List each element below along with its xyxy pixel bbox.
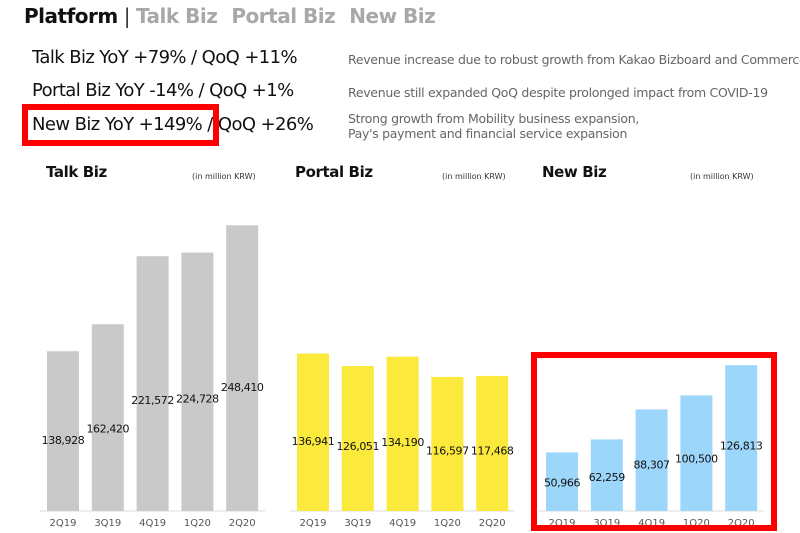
tick-label: 1Q20 bbox=[683, 518, 710, 529]
tick-label: 2Q20 bbox=[479, 518, 506, 529]
data-label: 50,966 bbox=[544, 476, 580, 489]
chart-title-talk: Talk Biz bbox=[46, 163, 107, 181]
data-label: 134,190 bbox=[381, 436, 424, 449]
data-label: 126,051 bbox=[336, 440, 379, 453]
bar bbox=[386, 356, 419, 511]
bar bbox=[725, 365, 758, 511]
data-label: 126,813 bbox=[720, 440, 763, 453]
tick-label: 3Q19 bbox=[593, 518, 620, 529]
kpi-portal-biz: Portal Biz YoY -14% / QoQ +1% bbox=[32, 80, 294, 101]
bar bbox=[635, 409, 668, 511]
desc-new-biz-2: Pay's payment and financial service expa… bbox=[348, 126, 628, 141]
chart-unit-talk: (in million KRW) bbox=[192, 172, 256, 181]
tab-new-biz: New Biz bbox=[349, 4, 436, 28]
bar bbox=[136, 256, 169, 511]
data-label: 136,941 bbox=[292, 435, 335, 448]
data-label: 224,728 bbox=[176, 392, 219, 405]
bar bbox=[297, 353, 329, 511]
bar bbox=[476, 375, 509, 511]
tick-label: 2Q19 bbox=[549, 518, 576, 529]
tick-label: 4Q19 bbox=[389, 518, 416, 529]
chart-unit-new: (in million KRW) bbox=[690, 172, 754, 181]
chart-unit-portal: (in million KRW) bbox=[442, 172, 506, 181]
tick-label: 4Q19 bbox=[139, 518, 166, 529]
bar bbox=[680, 395, 713, 511]
data-label: 162,420 bbox=[86, 423, 129, 436]
tick-label: 4Q19 bbox=[638, 518, 665, 529]
title-platform: Platform bbox=[24, 4, 118, 28]
data-label: 62,259 bbox=[589, 471, 625, 484]
chart-title-portal: Portal Biz bbox=[295, 163, 373, 181]
tab-talk-biz: Talk Biz bbox=[135, 4, 218, 28]
highlight-box-kpi bbox=[22, 104, 219, 146]
kpi-talk-biz: Talk Biz YoY +79% / QoQ +11% bbox=[32, 47, 298, 68]
data-label: 100,500 bbox=[675, 452, 718, 465]
highlight-box-chart bbox=[531, 352, 777, 531]
tick-label: 2Q20 bbox=[229, 518, 256, 529]
desc-talk-biz: Revenue increase due to robust growth fr… bbox=[348, 52, 800, 67]
tick-label: 2Q19 bbox=[300, 518, 327, 529]
kpi-new-biz: New Biz YoY +149% / QoQ +26% bbox=[32, 114, 314, 135]
bar bbox=[91, 324, 124, 511]
desc-new-biz-1: Strong growth from Mobility business exp… bbox=[348, 111, 640, 126]
tick-label: 1Q20 bbox=[434, 518, 461, 529]
data-label: 117,468 bbox=[471, 444, 514, 457]
bar bbox=[47, 351, 79, 511]
bar bbox=[431, 376, 464, 511]
tick-label: 2Q20 bbox=[728, 518, 755, 529]
tick-label: 2Q19 bbox=[50, 518, 77, 529]
tab-portal-biz: Portal Biz bbox=[231, 4, 336, 28]
tick-label: 3Q19 bbox=[344, 518, 371, 529]
data-label: 116,597 bbox=[426, 445, 469, 458]
chart-talk-biz: 138,928 2Q19 162,420 3Q19 221,572 4Q19 224,728… bbox=[40, 225, 265, 529]
chart-title-new: New Biz bbox=[542, 163, 607, 181]
bar bbox=[590, 439, 623, 511]
chart-new-biz: 50,966 2Q19 62,259 3Q19 88,307 4Q19 100,500 1Q2… bbox=[539, 365, 764, 529]
bar bbox=[181, 252, 214, 511]
bar bbox=[546, 452, 578, 511]
data-label: 248,410 bbox=[221, 381, 264, 394]
desc-portal-biz: Revenue still expanded QoQ despite prolo… bbox=[348, 85, 768, 100]
bar bbox=[226, 225, 259, 511]
tick-label: 3Q19 bbox=[94, 518, 121, 529]
bar bbox=[341, 366, 374, 511]
page-title: Platform | Talk Biz Portal Biz New Biz bbox=[24, 4, 449, 28]
data-label: 138,928 bbox=[42, 434, 85, 447]
data-label: 88,307 bbox=[634, 458, 670, 471]
tick-label: 1Q20 bbox=[184, 518, 211, 529]
chart-portal-biz: 136,941 2Q19 126,051 3Q19 134,190 4Q19 116,597… bbox=[290, 353, 515, 529]
data-label: 221,572 bbox=[131, 394, 174, 407]
title-separator: | bbox=[123, 4, 131, 28]
